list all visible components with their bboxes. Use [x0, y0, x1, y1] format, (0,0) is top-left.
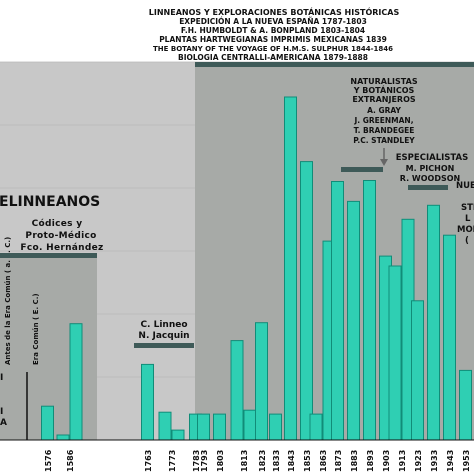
naturalistas-arrow-head-icon	[380, 159, 388, 166]
bar-1803	[213, 413, 226, 441]
section-bar-naturalistas	[341, 167, 383, 172]
x-tick-label-1863: 1863	[319, 450, 328, 472]
codices-line-2: Proto-Médico	[25, 230, 96, 241]
bar-1893	[363, 180, 376, 441]
right-partial-2: Ste	[461, 203, 474, 213]
x-tick-label-1893: 1893	[366, 450, 375, 472]
exploraciones-title: Linneanos y exploraciones botánicas hist…	[149, 6, 400, 17]
x-tick-label-1943: 1943	[446, 450, 455, 472]
right-partial-5: (	[465, 236, 469, 246]
naturalistas-line-6: T. Brandegee	[354, 126, 415, 135]
naturalistas-line-7: P.C. Standley	[353, 136, 415, 145]
right-partial-1: Nuev	[456, 181, 474, 191]
bar-1923	[411, 300, 424, 441]
x-tick-label-1913: 1913	[398, 450, 407, 472]
x-tick-label-1576: 1576	[44, 449, 53, 472]
bar-1843	[284, 96, 297, 441]
x-tick-label-1873: 1873	[334, 450, 343, 472]
naturalistas-line-2: y botánicos	[353, 84, 415, 95]
bar-1823	[255, 322, 268, 441]
x-tick-label-1586: 1586	[66, 449, 75, 472]
naturalistas-line-4: A. Gray	[367, 106, 401, 115]
bar-1586-1	[56, 434, 70, 441]
especialistas-line-1: Especialistas	[396, 153, 468, 163]
x-axis-ticks: 1576 1586 1763 1773 1783 1793 1803 1813 1823 1833…	[44, 449, 471, 472]
bar-1943	[443, 234, 456, 441]
section-bar-especialistas	[408, 185, 448, 190]
left-partial-2: I	[0, 407, 3, 417]
exploraciones-line-3: Plantas Hartwegianas imprimis Mexicanas …	[159, 35, 387, 44]
bar-1576	[41, 405, 54, 441]
section-bar-linneo	[134, 343, 194, 348]
x-tick-label-1763: 1763	[144, 450, 153, 472]
x-tick-label-1833: 1833	[272, 450, 281, 472]
exploraciones-line-1: Expedición a la Nueva España 1787-1803	[179, 17, 367, 26]
x-tick-label-1783: 1783	[192, 450, 201, 472]
x-tick-label-1853: 1853	[303, 450, 312, 472]
era-label-before: Antes de la Era Común ( a. E. C.)	[4, 237, 12, 365]
bar-1913-1	[388, 265, 402, 441]
x-tick-label-1933: 1933	[430, 450, 439, 472]
naturalistas-line-5: J. Greenman,	[353, 116, 413, 125]
bar-1586-2	[69, 323, 83, 441]
section-title-prelinneanos: ELINNEANOS	[0, 194, 100, 210]
x-tick-label-1823: 1823	[258, 450, 267, 472]
bar-1933	[427, 204, 440, 441]
bar-1883	[347, 200, 360, 441]
right-partial-3: L	[465, 214, 471, 224]
x-tick-label-1773: 1773	[168, 450, 177, 472]
section-bar-exploraciones	[195, 62, 474, 67]
naturalistas-line-1: Naturalistas	[350, 77, 417, 86]
exploraciones-line-2: F.H. Humboldt & A. Bonpland 1803-1804	[181, 26, 365, 35]
bars-layer	[0, 96, 474, 441]
linneo-line-1: C. Linneo	[140, 320, 187, 330]
exploraciones-line-4: The Botany of the Voyage of H.M.S. Sulph…	[153, 45, 393, 53]
x-tick-label-1903: 1903	[382, 450, 391, 472]
bar-1833	[269, 413, 282, 441]
left-partial-3: A	[0, 418, 7, 428]
bar-1813-2	[243, 409, 257, 441]
left-partial-1: I	[0, 373, 3, 383]
linneo-line-2: N. Jacquin	[138, 331, 189, 341]
exploraciones-line-5: Biologia Centralli-Americana 1879-1888	[178, 53, 368, 62]
codices-line-3: Fco. Hernández	[20, 243, 103, 253]
x-tick-label-1813: 1813	[240, 450, 249, 472]
bar-1863-1	[309, 413, 323, 441]
bar-1853	[300, 161, 313, 441]
x-tick-label-1843: 1843	[287, 450, 296, 472]
especialistas-line-2: M. Pichon	[406, 164, 455, 173]
bar-1773-2	[171, 429, 185, 441]
especialistas-line-3: R. Woodson	[400, 174, 460, 183]
x-tick-label-1803: 1803	[216, 450, 225, 472]
bar-1763	[141, 363, 154, 441]
bar-1953	[459, 369, 472, 441]
x-tick-label-1923: 1923	[414, 450, 423, 472]
codices-line-1: Códices y	[32, 218, 83, 229]
bar-1773-1	[158, 411, 172, 441]
section-bar-codices	[0, 253, 97, 258]
bar-1813-1	[230, 340, 244, 441]
era-label-after: Era Común ( E. C.)	[32, 293, 40, 365]
naturalistas-line-3: extranjeros	[352, 95, 416, 104]
bar-1873	[331, 181, 344, 441]
x-tick-label-1793: 1793	[200, 450, 209, 472]
x-tick-label-1883: 1883	[350, 450, 359, 472]
right-partial-4: Mor	[457, 225, 474, 235]
bar-1793	[197, 413, 210, 441]
x-tick-label-1953: 1953	[462, 450, 471, 472]
